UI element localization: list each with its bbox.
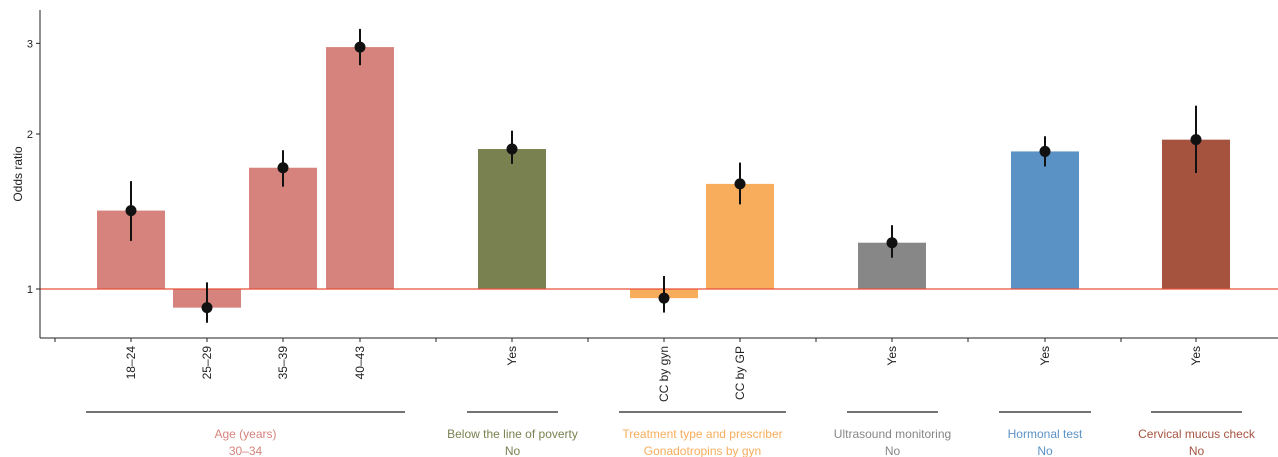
x-tick-label: Yes [505,346,519,366]
point-estimate [125,205,137,217]
x-tick-label: 35–39 [276,346,290,380]
group-name-hormonal: Hormonal test [1008,427,1083,441]
group-name-ultrasound: Ultrasound monitoring [834,427,951,441]
group-reference-hormonal: No [1037,444,1053,457]
x-tick-label: Yes [885,346,899,366]
group-name-age: Age (years) [214,427,276,441]
bar-age-3 [326,47,394,289]
x-tick-label: Yes [1189,346,1203,366]
group-labels-layer: Age (years) 30–34 Below the line of povert… [86,411,1256,457]
y-ticks-layer: 1 2 3 [27,38,40,296]
y-tick-label: 3 [27,38,33,50]
group-name-poverty: Below the line of poverty [447,427,578,441]
bar-hormonal-8 [1011,151,1079,289]
point-estimate [886,237,898,249]
point-estimate [201,302,213,314]
x-ticks-layer: 18–24 25–29 35–39 40–43 Yes CC by gyn CC by GP… [54,338,1203,402]
x-tick-label: 18–24 [124,346,138,380]
y-axis-label: Odds ratio [11,146,25,202]
point-estimate [277,162,289,174]
group-reference-mucus: No [1189,444,1205,457]
group-reference-age: 30–34 [229,444,263,457]
point-estimate [734,178,746,190]
group-name-treatment: Treatment type and prescriber [622,427,782,441]
x-tick-label: CC by gyn [657,346,671,402]
y-tick-label: 2 [27,129,33,141]
group-reference-ultrasound: No [885,444,901,457]
bars-layer [97,47,1230,308]
bar-poverty-4 [478,149,546,289]
error-bars-layer [125,28,1202,323]
bar-age-2 [249,167,317,289]
x-tick-label: Yes [1038,346,1052,366]
point-estimate [354,41,366,53]
x-tick-label: CC by GP [733,346,747,400]
point-estimate [658,292,670,304]
point-estimate [1190,134,1202,146]
y-tick-label: 1 [27,284,33,296]
point-estimate [1039,145,1051,157]
group-reference-poverty: No [505,444,521,457]
point-estimate [506,143,518,155]
group-name-mucus: Cervical mucus check [1138,427,1256,441]
x-tick-label: 25–29 [200,346,214,380]
x-tick-label: 40–43 [353,346,367,380]
group-reference-treatment: Gonadotropins by gyn [644,444,761,457]
